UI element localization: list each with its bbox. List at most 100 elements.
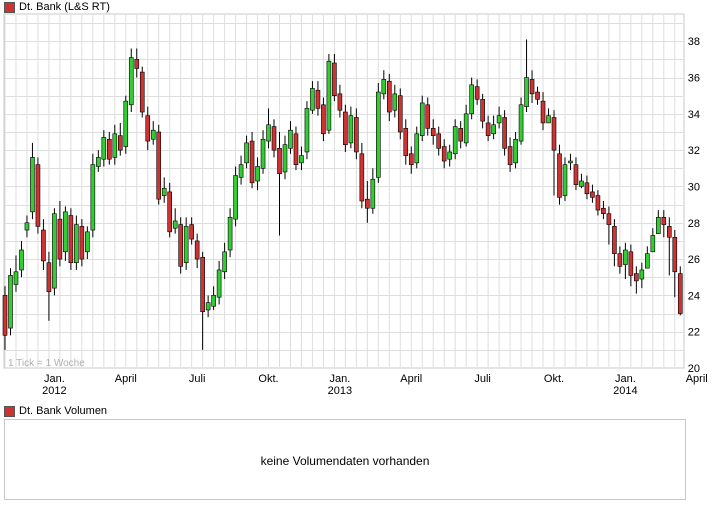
x-tick-label: Jan. bbox=[615, 373, 636, 385]
candle-body-up bbox=[112, 133, 118, 158]
candle-body-up bbox=[299, 155, 304, 164]
candle-body-up bbox=[496, 115, 502, 124]
candle-body-down bbox=[403, 128, 409, 156]
candle-body-up bbox=[524, 77, 529, 107]
candle-body-up bbox=[101, 137, 107, 160]
candle-body-up bbox=[469, 84, 474, 115]
candle-body-up bbox=[381, 79, 387, 95]
candle-body-down bbox=[601, 207, 606, 214]
candle-body-up bbox=[216, 269, 222, 298]
x-tick-label: Okt. bbox=[258, 373, 278, 385]
candle-body-up bbox=[518, 104, 524, 142]
candle-body-up bbox=[513, 138, 518, 164]
candle-body-up bbox=[211, 295, 216, 307]
volume-panel: keine Volumendaten vorhanden bbox=[4, 419, 686, 500]
candle-body-down bbox=[194, 240, 200, 260]
y-tick-label: 30 bbox=[688, 181, 700, 193]
candle-body-down bbox=[628, 251, 634, 276]
price-chart-legend: Dt. Bank (L&S RT) bbox=[4, 1, 110, 13]
candle-body-up bbox=[255, 166, 260, 182]
candle-body-up bbox=[233, 175, 238, 220]
candle-body-down bbox=[485, 122, 491, 136]
candle-body-down bbox=[425, 104, 431, 129]
candle-body-down bbox=[436, 133, 442, 149]
candle-body-up bbox=[24, 222, 30, 231]
candle-body-up bbox=[227, 217, 233, 251]
candle-body-down bbox=[293, 133, 299, 165]
candle-body-up bbox=[562, 164, 568, 196]
candle-body-down bbox=[480, 99, 485, 122]
volume-legend-swatch bbox=[4, 405, 15, 417]
candle-body-down bbox=[46, 262, 52, 293]
candle-body-down bbox=[249, 140, 255, 184]
candle-body-up bbox=[123, 100, 129, 147]
y-tick-label: 38 bbox=[688, 36, 700, 48]
candle-body-up bbox=[161, 187, 167, 196]
y-tick-label: 20 bbox=[688, 363, 700, 375]
candle-body-down bbox=[540, 100, 546, 124]
candle-body-down bbox=[551, 117, 557, 151]
candle-body-down bbox=[535, 91, 540, 100]
candle-body-down bbox=[397, 95, 403, 133]
candle-body-up bbox=[310, 88, 315, 111]
candle-body-down bbox=[178, 224, 183, 267]
x-tick-label: Okt. bbox=[544, 373, 564, 385]
candle-body-down bbox=[145, 115, 151, 142]
y-tick-label: 34 bbox=[688, 109, 700, 121]
candle-body-down bbox=[189, 224, 194, 240]
volume-chart-legend: Dt. Bank Volumen bbox=[4, 405, 107, 417]
candle-body-up bbox=[13, 271, 19, 285]
candle-body-up bbox=[238, 164, 244, 178]
x-tick-label: April bbox=[400, 373, 422, 385]
y-tick-label: 24 bbox=[688, 290, 700, 302]
candle-body-down bbox=[200, 256, 205, 313]
candle-body-up bbox=[172, 220, 178, 229]
candle-body-down bbox=[365, 198, 370, 209]
candle-body-down bbox=[557, 153, 562, 198]
candle-body-up bbox=[650, 235, 656, 253]
candle-body-down bbox=[661, 217, 667, 225]
price-legend-label: Dt. Bank (L&S RT) bbox=[19, 1, 110, 13]
candle-body-up bbox=[392, 93, 398, 111]
candle-body-up bbox=[419, 102, 425, 136]
candle-body-down bbox=[573, 164, 579, 185]
candle-body-up bbox=[128, 57, 134, 106]
candle-body-down bbox=[156, 131, 162, 200]
candle-body-up bbox=[656, 217, 661, 234]
candle-body-down bbox=[139, 71, 145, 113]
candle-body-up bbox=[491, 124, 496, 135]
candle-body-down bbox=[332, 62, 337, 96]
candle-body-up bbox=[183, 226, 189, 264]
price-plot-area bbox=[3, 13, 685, 369]
candle-body-down bbox=[271, 126, 277, 151]
timeframe-label: 1 Tick = 1 Woche bbox=[8, 358, 85, 369]
candle-body-down bbox=[107, 138, 112, 160]
candle-body-up bbox=[546, 115, 551, 124]
candle-body-up bbox=[96, 157, 101, 167]
candle-body-down bbox=[595, 195, 601, 211]
candle-body-up bbox=[282, 144, 288, 173]
candle-body-up bbox=[376, 91, 381, 178]
candle-body-down bbox=[502, 117, 507, 149]
candle-body-down bbox=[430, 128, 436, 136]
candle-body-down bbox=[612, 226, 617, 254]
candle-body-up bbox=[244, 142, 249, 164]
candle-body-down bbox=[634, 273, 639, 282]
candle-body-up bbox=[8, 275, 13, 329]
candle-body-down bbox=[590, 191, 595, 198]
x-tick-label: April bbox=[686, 373, 708, 385]
volume-empty-message: keine Volumendaten vorhanden bbox=[260, 454, 430, 468]
candle-body-up bbox=[205, 302, 211, 311]
candle-body-up bbox=[52, 213, 57, 289]
y-tick-label: 22 bbox=[688, 327, 700, 339]
candle-body-down bbox=[41, 229, 46, 262]
candle-body-up bbox=[348, 115, 354, 144]
candle-body-up bbox=[414, 133, 420, 164]
candle-body-down bbox=[441, 146, 447, 162]
candle-body-down bbox=[507, 146, 513, 165]
candle-body-up bbox=[19, 249, 24, 271]
candle-body-up bbox=[74, 224, 79, 264]
candle-body-up bbox=[326, 60, 332, 131]
x-tick-year-label: 2014 bbox=[613, 385, 637, 397]
x-tick-year-label: 2013 bbox=[328, 385, 352, 397]
